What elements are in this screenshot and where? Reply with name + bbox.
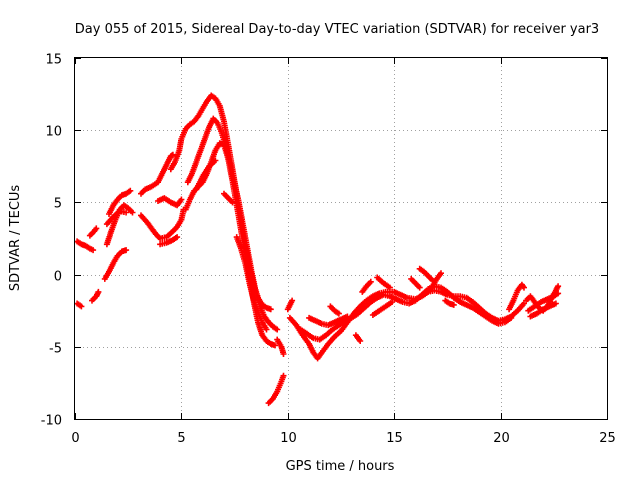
data-point xyxy=(335,310,342,317)
satellite-track xyxy=(416,265,436,284)
data-point xyxy=(450,301,457,308)
satellite-track xyxy=(306,313,351,329)
grid-lines xyxy=(75,58,607,419)
data-point xyxy=(357,338,364,344)
x-tick-label: 25 xyxy=(599,431,616,446)
satellite-track xyxy=(193,157,219,193)
satellite-track xyxy=(442,297,457,308)
y-tick-label: 5 xyxy=(54,197,62,212)
satellite-track xyxy=(506,281,527,313)
satellite-track xyxy=(106,187,134,217)
data-point xyxy=(90,247,97,254)
data-point xyxy=(93,225,100,232)
satellite-track xyxy=(429,270,444,290)
satellite-track xyxy=(86,225,100,239)
x-tick-label: 5 xyxy=(177,431,185,446)
data-point xyxy=(174,234,181,241)
satellite-track xyxy=(527,300,559,320)
y-tick-label: -10 xyxy=(41,414,62,429)
data-point xyxy=(274,326,281,333)
x-tick-label: 0 xyxy=(71,431,79,446)
data-point xyxy=(552,300,559,307)
y-tick-label: 10 xyxy=(45,125,62,140)
data-point xyxy=(263,326,270,333)
satellite-track xyxy=(155,195,185,209)
data-point xyxy=(521,284,527,291)
satellite-track xyxy=(138,151,176,197)
data-point xyxy=(344,313,351,320)
satellite-track xyxy=(297,283,515,343)
y-tick-label: 0 xyxy=(54,270,62,285)
data-point xyxy=(367,278,374,285)
satellite-track xyxy=(89,288,102,304)
satellite-track xyxy=(138,206,187,242)
data-point xyxy=(386,284,393,291)
plot-frame xyxy=(74,57,608,420)
data-point xyxy=(267,306,274,313)
satellite-track xyxy=(274,336,287,357)
satellite-track xyxy=(284,297,296,313)
data-point xyxy=(95,288,102,295)
satellite-track xyxy=(221,190,236,206)
x-tick-label: 20 xyxy=(493,431,510,446)
data-point xyxy=(127,187,134,194)
data-point xyxy=(272,342,278,349)
data-point xyxy=(389,299,396,305)
x-axis-label: GPS time / hours xyxy=(286,459,395,474)
satellite-track xyxy=(157,234,181,248)
satellite-track xyxy=(74,300,85,310)
data-point xyxy=(416,284,423,291)
chart-title: Day 055 of 2015, Sidereal Day-to-day VTE… xyxy=(75,22,599,37)
data-point xyxy=(123,247,130,254)
satellite-track xyxy=(369,299,396,318)
data-point xyxy=(229,199,236,206)
y-axis-label: SDTVAR / TECUs xyxy=(8,185,23,292)
satellite-track xyxy=(74,238,97,254)
satellite-track xyxy=(374,274,393,291)
data-point xyxy=(438,270,444,277)
data-point xyxy=(555,283,562,290)
data-point xyxy=(78,303,85,310)
data-point xyxy=(555,290,562,297)
axis-ticks: 0 5 10 15 20 25 -10 -5 0 5 10 15 xyxy=(41,53,616,447)
satellite-track xyxy=(184,115,281,333)
satellite-track xyxy=(327,303,342,317)
data-marks xyxy=(74,92,562,407)
data-point xyxy=(289,297,296,304)
y-tick-label: 15 xyxy=(45,53,62,68)
y-tick-label: -5 xyxy=(49,342,62,357)
data-point xyxy=(280,372,287,379)
satellite-track xyxy=(265,372,287,407)
satellite-track xyxy=(408,275,423,291)
data-point xyxy=(129,209,136,216)
data-point xyxy=(508,314,515,321)
satellite-track xyxy=(352,332,364,344)
satellite-track xyxy=(525,290,562,314)
data-point xyxy=(212,157,219,164)
x-tick-label: 10 xyxy=(280,431,297,446)
data-point xyxy=(178,196,185,203)
x-tick-label: 15 xyxy=(386,431,403,446)
satellite-track xyxy=(101,247,130,282)
data-point xyxy=(123,209,130,216)
data-point xyxy=(280,351,287,357)
satellite-track xyxy=(359,278,374,295)
satellite-track xyxy=(103,208,130,228)
satellite-track xyxy=(233,234,270,333)
